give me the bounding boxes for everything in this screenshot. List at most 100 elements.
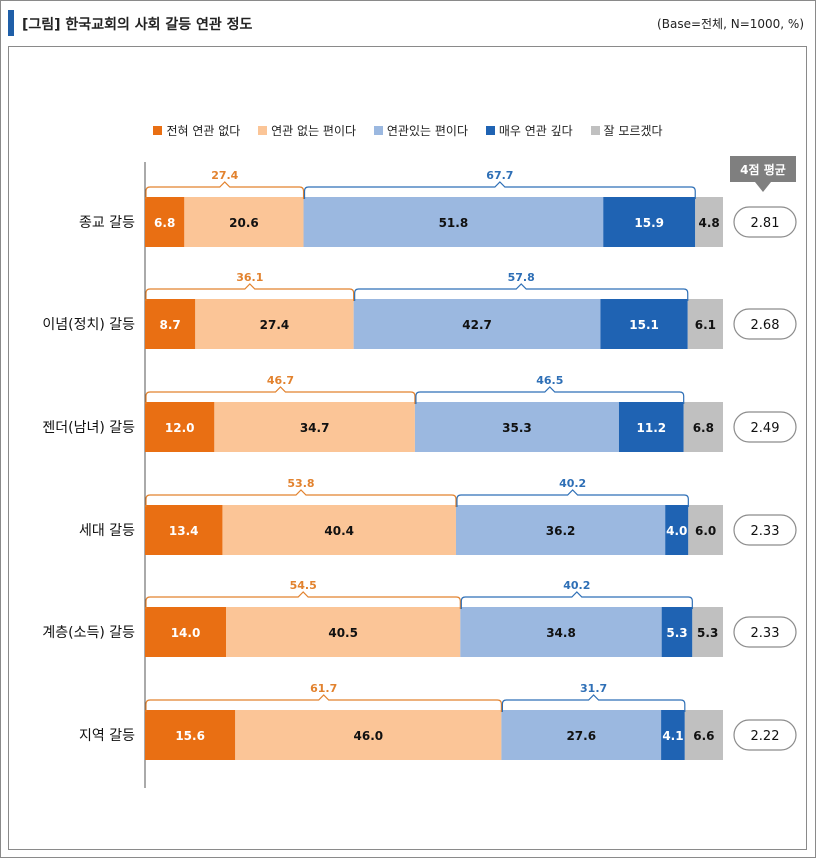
row-6-value-not-at-all: 15.6 xyxy=(175,729,205,743)
row-6-value-somewhat: 27.6 xyxy=(566,729,596,743)
legend-swatch-not-much xyxy=(258,126,268,135)
legend-label-not-at-all: 전혀 연관 없다 xyxy=(166,124,241,138)
row-2-value-somewhat: 42.7 xyxy=(462,318,492,332)
row-3-category-label: 젠더(남녀) 갈등 xyxy=(42,420,135,436)
row-6-value-very: 4.1 xyxy=(662,729,683,743)
row-6-segment-very xyxy=(661,710,685,760)
legend-item-somewhat: 연관있는 편이다 xyxy=(373,122,468,139)
row-2-negative-bracket xyxy=(145,283,355,301)
row-5-segment-very xyxy=(661,607,693,657)
row-4-value-very: 4.0 xyxy=(666,524,687,538)
row-1-value-unknown: 4.8 xyxy=(698,216,719,230)
row-3-segment-not-much xyxy=(214,402,415,452)
legend-item-not-much: 연관 없는 편이다 xyxy=(258,122,356,139)
row-4-segment-not-much xyxy=(222,505,456,555)
row-2-average-value: 2.68 xyxy=(751,318,780,333)
row-5-segment-somewhat xyxy=(460,607,662,657)
legend-label-very: 매우 연관 깊다 xyxy=(498,124,573,138)
row-1-segment-very xyxy=(603,197,696,247)
row-6-positive-total: 31.7 xyxy=(580,682,607,695)
legend-swatch-not-at-all xyxy=(153,126,163,135)
row-2-average-pill xyxy=(733,308,797,340)
row-3-value-very: 11.2 xyxy=(637,421,667,435)
row-1-positive-total: 67.7 xyxy=(486,169,513,182)
row-1-value-not-much: 20.6 xyxy=(229,216,259,230)
row-1-average-value: 2.81 xyxy=(751,216,780,231)
row-3-value-somewhat: 35.3 xyxy=(502,421,532,435)
row-2-value-not-at-all: 8.7 xyxy=(160,318,181,332)
row-1-segment-not-at-all xyxy=(145,197,185,247)
row-3-value-unknown: 6.8 xyxy=(693,421,714,435)
row-1-segment-unknown xyxy=(695,197,723,247)
legend-item-very: 매우 연관 깊다 xyxy=(485,122,573,139)
row-2-segment-unknown xyxy=(687,299,723,349)
row-5-positive-bracket xyxy=(460,591,693,609)
row-6-segment-not-at-all xyxy=(145,710,236,760)
row-4-average-value: 2.33 xyxy=(751,524,780,539)
row-6-average-value: 2.22 xyxy=(751,729,780,744)
row-1-value-somewhat: 51.8 xyxy=(439,216,469,230)
row-1-category-label: 종교 갈등 xyxy=(79,215,135,231)
row-1-segment-not-much xyxy=(184,197,304,247)
row-4-average-pill xyxy=(733,514,797,546)
row-2-value-unknown: 6.1 xyxy=(695,318,716,332)
figure-title: [그림] 한국교회의 사회 갈등 연관 정도 xyxy=(22,17,253,33)
legend-swatch-very xyxy=(485,126,495,135)
row-2-value-very: 15.1 xyxy=(629,318,659,332)
legend-label-unknown: 잘 모르겠다 xyxy=(603,124,663,138)
row-5-negative-bracket xyxy=(145,591,461,609)
row-3-value-not-at-all: 12.0 xyxy=(165,421,195,435)
row-4-segment-not-at-all xyxy=(145,505,223,555)
row-3-positive-bracket xyxy=(415,386,685,404)
row-5-positive-total: 40.2 xyxy=(563,579,590,592)
row-3-segment-very xyxy=(618,402,684,452)
row-4-value-unknown: 6.0 xyxy=(695,524,716,538)
row-5-average-pill xyxy=(733,616,797,648)
row-6-segment-unknown xyxy=(684,710,723,760)
row-4-negative-total: 53.8 xyxy=(287,477,314,490)
row-6-negative-bracket xyxy=(145,694,503,712)
title-accent-bar xyxy=(8,10,14,36)
row-6-negative-total: 61.7 xyxy=(310,682,337,695)
legend-label-somewhat: 연관있는 편이다 xyxy=(386,124,468,138)
row-2-segment-not-much xyxy=(195,299,354,349)
row-1-positive-bracket xyxy=(303,181,696,199)
row-6-category-label: 지역 갈등 xyxy=(79,728,135,744)
row-4-value-not-at-all: 13.4 xyxy=(169,524,199,538)
row-6-segment-somewhat xyxy=(501,710,662,760)
row-3-negative-bracket xyxy=(145,386,416,404)
row-1-negative-bracket xyxy=(145,181,305,199)
row-5-segment-not-at-all xyxy=(145,607,227,657)
row-4-segment-unknown xyxy=(688,505,723,555)
row-5-value-unknown: 5.3 xyxy=(697,626,718,640)
row-2-positive-bracket xyxy=(354,283,689,301)
average-badge-label: 4점 평균 xyxy=(740,162,786,177)
row-2-category-label: 이념(정치) 갈등 xyxy=(42,317,135,333)
row-1-average-pill xyxy=(733,206,797,238)
row-1-negative-total: 27.4 xyxy=(211,169,238,182)
row-5-value-somewhat: 34.8 xyxy=(546,626,576,640)
row-2-segment-somewhat xyxy=(353,299,601,349)
row-3-average-value: 2.49 xyxy=(751,421,780,436)
legend-item-not-at-all: 전혀 연관 없다 xyxy=(153,122,240,139)
row-1-value-not-at-all: 6.8 xyxy=(154,216,175,230)
row-5-value-not-at-all: 14.0 xyxy=(171,626,201,640)
legend: 전혀 연관 없다 연관 없는 편이다 연관있는 편이다 매우 연관 깊다 잘 모… xyxy=(0,122,816,139)
row-1-value-very: 15.9 xyxy=(634,216,664,230)
legend-swatch-unknown xyxy=(590,126,600,135)
legend-item-unknown: 잘 모르겠다 xyxy=(590,122,663,139)
row-4-category-label: 세대 갈등 xyxy=(79,523,135,539)
row-5-segment-unknown xyxy=(692,607,723,657)
row-6-value-not-much: 46.0 xyxy=(354,729,384,743)
row-5-category-label: 계층(소득) 갈등 xyxy=(42,625,135,641)
row-6-value-unknown: 6.6 xyxy=(693,729,714,743)
row-5-value-not-much: 40.5 xyxy=(328,626,358,640)
base-note: (Base=전체, N=1000, %) xyxy=(657,17,804,31)
row-3-value-not-much: 34.7 xyxy=(300,421,330,435)
row-4-negative-bracket xyxy=(145,489,457,507)
row-4-segment-very xyxy=(665,505,689,555)
row-1-segment-somewhat xyxy=(303,197,604,247)
legend-label-not-much: 연관 없는 편이다 xyxy=(271,124,357,138)
row-4-value-somewhat: 36.2 xyxy=(546,524,576,538)
row-3-negative-total: 46.7 xyxy=(267,374,294,387)
